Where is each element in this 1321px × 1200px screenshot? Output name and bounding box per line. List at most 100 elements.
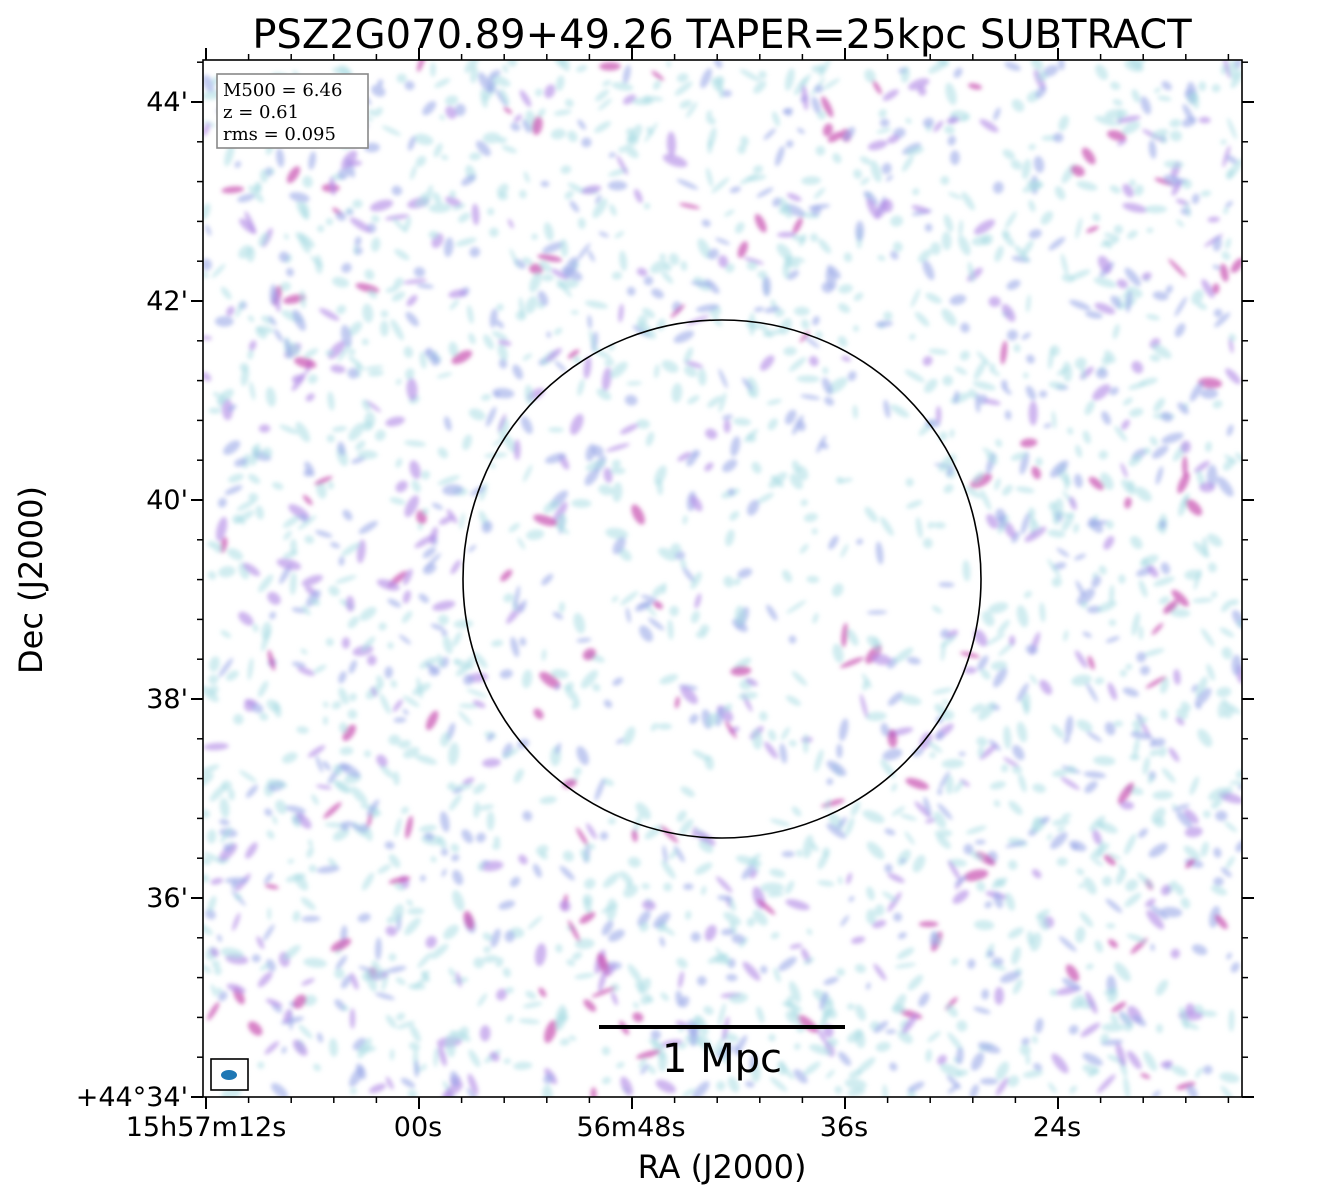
noise-blob (685, 910, 692, 920)
noise-blob (1126, 933, 1147, 943)
noise-blob (1116, 279, 1128, 289)
noise-blob (880, 722, 890, 737)
noise-blob (522, 353, 533, 361)
noise-blob (1143, 648, 1165, 657)
noise-blob (404, 80, 415, 91)
noise-blob (730, 666, 752, 676)
noise-blob (816, 435, 827, 454)
noise-blob (1092, 858, 1104, 866)
noise-blob (852, 325, 860, 332)
noise-blob (349, 1008, 356, 1029)
noise-blob (1212, 264, 1221, 270)
noise-blob (539, 671, 561, 689)
noise-blob (480, 394, 492, 401)
noise-blob (1213, 308, 1223, 318)
noise-blob (721, 89, 732, 98)
noise-blob (347, 616, 359, 629)
noise-blob (339, 722, 348, 734)
noise-blob (606, 898, 617, 921)
noise-blob (543, 1073, 554, 1084)
noise-blob (472, 700, 486, 708)
noise-blob (1011, 99, 1025, 112)
noise-blob (674, 696, 680, 709)
noise-blob (1216, 686, 1232, 698)
noise-blob (729, 510, 740, 521)
noise-blob (947, 1083, 960, 1094)
noise-blob (872, 920, 887, 929)
noise-blob (313, 664, 327, 674)
noise-blob (791, 671, 808, 686)
noise-blob (1063, 630, 1069, 642)
noise-blob (544, 84, 556, 99)
noise-blob (525, 295, 538, 314)
noise-blob (1034, 1018, 1044, 1034)
noise-blob (519, 599, 527, 614)
noise-blob (529, 263, 544, 275)
noise-blob (658, 1051, 668, 1072)
noise-blob (1092, 384, 1111, 401)
noise-blob (1060, 253, 1069, 276)
noise-blob (705, 115, 716, 125)
noise-blob (577, 119, 586, 130)
noise-blob (394, 817, 402, 837)
noise-blob (1075, 926, 1086, 944)
noise-blob (896, 947, 915, 960)
noise-blob (642, 307, 655, 319)
noise-blob (1082, 430, 1091, 444)
noise-blob (206, 829, 217, 844)
noise-blob (431, 502, 443, 510)
noise-blob (873, 636, 880, 653)
noise-blob (366, 799, 380, 817)
noise-blob (353, 244, 358, 256)
noise-blob (398, 739, 412, 749)
noise-blob (967, 958, 976, 969)
noise-blob (606, 443, 630, 452)
noise-blob (661, 360, 679, 373)
noise-blob (504, 987, 514, 994)
noise-blob (956, 1047, 964, 1065)
noise-blob (1067, 427, 1074, 435)
noise-blob (304, 461, 315, 477)
noise-blob (287, 858, 295, 864)
noise-blob (963, 486, 982, 499)
noise-blob (1094, 302, 1116, 315)
noise-blob (1074, 357, 1087, 370)
noise-blob (1028, 512, 1041, 532)
noise-blob (205, 224, 212, 236)
noise-blob (583, 999, 597, 1012)
noise-blob (496, 303, 504, 312)
axis-ticks (191, 48, 1254, 1109)
noise-blob (767, 729, 777, 742)
noise-blob (1145, 314, 1160, 321)
noise-blob (452, 631, 462, 647)
noise-blob (694, 593, 702, 609)
noise-blob (968, 83, 982, 90)
noise-blob (338, 671, 347, 684)
noise-blob (1153, 397, 1165, 413)
noise-blob (870, 160, 882, 183)
noise-blob (518, 854, 528, 865)
noise-blob (848, 896, 855, 902)
noise-blob (1165, 285, 1173, 294)
noise-blob (203, 372, 212, 382)
noise-blob (696, 1034, 712, 1052)
noise-blob (838, 303, 851, 314)
noise-blob (220, 286, 232, 300)
noise-blob (317, 225, 325, 233)
noise-blob (444, 416, 452, 431)
noise-blob (384, 214, 410, 221)
noise-blob (862, 810, 885, 824)
noise-blob (668, 253, 680, 266)
noise-blob (248, 492, 259, 502)
noise-blob (350, 786, 368, 805)
noise-blob (1028, 400, 1038, 426)
noise-blob (513, 1061, 533, 1070)
noise-blob (801, 319, 810, 330)
noise-blob (574, 972, 595, 980)
noise-blob (393, 883, 405, 891)
noise-blob (381, 125, 402, 136)
noise-blob (455, 971, 462, 988)
noise-blob (404, 368, 415, 380)
noise-blob (570, 413, 584, 435)
noise-blob (1125, 663, 1133, 671)
